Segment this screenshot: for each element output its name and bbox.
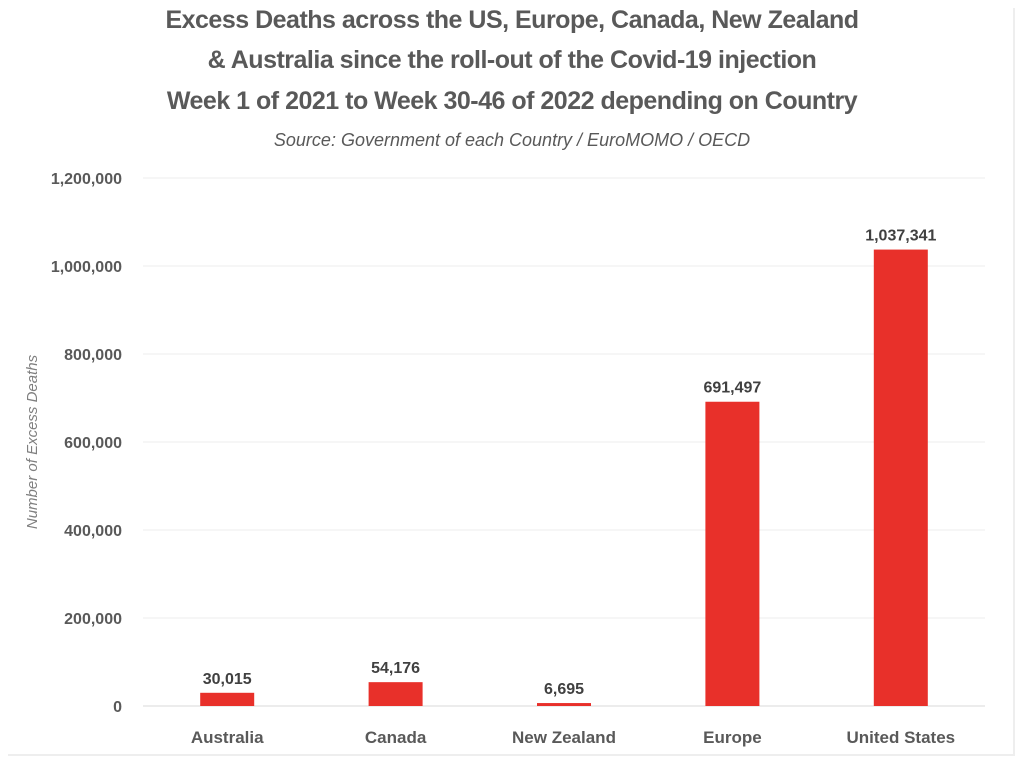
bar-europe [705, 401, 760, 706]
data-label: 1,037,341 [865, 228, 936, 245]
chart-title-line-2: & Australia since the roll-out of the Co… [207, 46, 817, 74]
data-label: 30,015 [203, 671, 252, 688]
bar-new-zealand [537, 703, 591, 706]
data-label: 691,497 [703, 380, 761, 397]
data-label: 6,695 [544, 681, 584, 698]
y-tick-label: 800,000 [64, 347, 122, 364]
y-tick-label: 1,000,000 [51, 259, 122, 276]
chart-title-line-1: Excess Deaths across the US, Europe, Can… [165, 6, 859, 34]
y-tick-label: 400,000 [64, 523, 122, 540]
y-tick-label: 200,000 [64, 611, 122, 628]
x-tick-label: Canada [365, 728, 427, 747]
y-tick-label: 1,200,000 [51, 171, 122, 188]
x-tick-label: New Zealand [512, 728, 616, 747]
bar-united-states [873, 249, 928, 707]
x-tick-label: United States [846, 728, 955, 747]
chart-frame [8, 8, 1015, 756]
bar-australia [200, 692, 255, 706]
y-tick-label: 0 [113, 699, 122, 716]
y-axis-label: Number of Excess Deaths [24, 354, 41, 529]
x-tick-label: Europe [703, 728, 762, 747]
x-tick-label: Australia [191, 728, 264, 747]
y-tick-label: 600,000 [64, 435, 122, 452]
bar-canada [368, 682, 423, 706]
chart-title-line-3: Week 1 of 2021 to Week 30-46 of 2022 dep… [166, 87, 858, 115]
chart-subtitle: Source: Government of each Country / Eur… [273, 130, 751, 150]
data-label: 54,176 [371, 660, 420, 677]
